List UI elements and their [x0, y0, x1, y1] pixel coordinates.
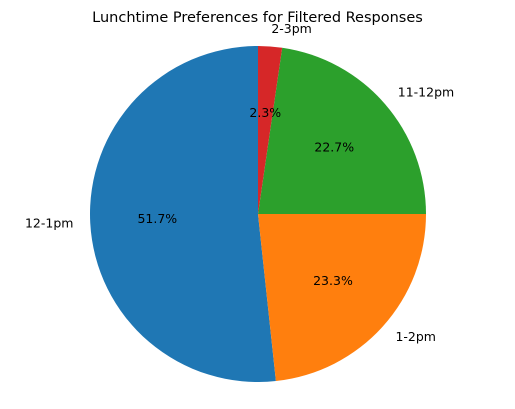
pie-slice-1-2pm — [258, 214, 427, 382]
chart-title: Lunchtime Preferences for Filtered Respo… — [92, 10, 423, 26]
slice-label-1-2pm: 1-2pm — [395, 329, 436, 344]
percent-label-2-3pm: 2.3% — [249, 105, 281, 120]
slice-label-2-3pm: 2-3pm — [271, 21, 312, 36]
pie-slice-12-1pm — [90, 46, 276, 382]
percent-label-11-12pm: 22.7% — [314, 140, 354, 155]
pie-slice-11-12pm — [258, 47, 426, 214]
percent-label-12-1pm: 51.7% — [137, 211, 177, 226]
slice-label-12-1pm: 12-1pm — [25, 215, 73, 230]
pie-slice-2-3pm — [258, 46, 283, 214]
slice-label-11-12pm: 11-12pm — [398, 85, 454, 100]
pie-labels: 12-1pm 51.7% 1-2pm 23.3% 11-12pm 22.7% 2-3pm 2.… — [25, 21, 454, 344]
pie-slices — [90, 46, 427, 382]
percent-label-1-2pm: 23.3% — [313, 273, 353, 288]
